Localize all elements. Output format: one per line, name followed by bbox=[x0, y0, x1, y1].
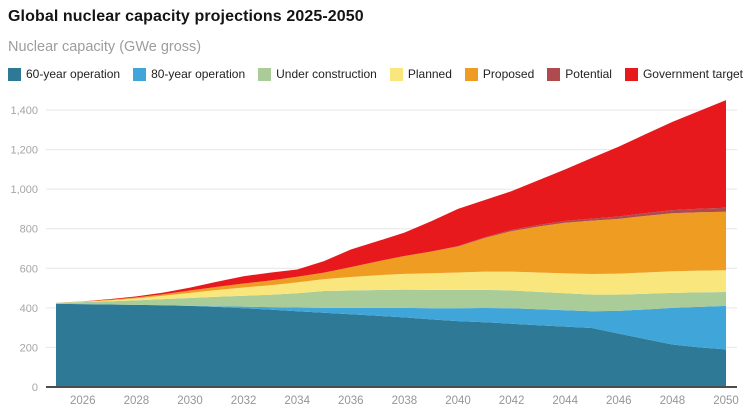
legend-item-proposed: Proposed bbox=[464, 67, 535, 81]
y-tick-label-400: 400 bbox=[20, 303, 38, 315]
x-tick-label-2048: 2048 bbox=[660, 395, 686, 407]
chart-subtitle: Nuclear capacity (GWe gross) bbox=[8, 39, 202, 55]
legend-swatch-proposed bbox=[464, 67, 478, 81]
legend-item-80-year-operation: 80-year operation bbox=[133, 67, 245, 81]
legend-label: Under construction bbox=[276, 67, 377, 81]
y-tick-label-1200: 1,200 bbox=[10, 145, 38, 157]
x-tick-label-2046: 2046 bbox=[606, 395, 632, 407]
area-80-year-operation bbox=[56, 303, 726, 350]
y-tick-label-1400: 1,400 bbox=[10, 105, 38, 117]
legend-swatch-80-year-operation bbox=[133, 67, 147, 81]
series-areas bbox=[56, 100, 726, 387]
legend-item-potential: Potential bbox=[547, 67, 612, 81]
area-proposed bbox=[56, 211, 726, 303]
legend-item-under-construction: Under construction bbox=[258, 67, 377, 81]
legend-swatch-under-construction bbox=[258, 67, 272, 81]
x-tick-label-2026: 2026 bbox=[70, 395, 96, 407]
y-tick-label-600: 600 bbox=[20, 263, 38, 275]
area-government-target bbox=[56, 100, 726, 303]
legend-label: Planned bbox=[407, 67, 452, 81]
legend-swatch-60-year-operation bbox=[8, 67, 21, 81]
legend: 60-year operation 80-year operation Under … bbox=[8, 67, 745, 81]
area-under-construction bbox=[56, 289, 726, 312]
legend-swatch-government-target bbox=[624, 67, 638, 81]
legend-label: Potential bbox=[565, 67, 612, 81]
area-60-year-operation bbox=[56, 303, 726, 387]
y-tick-label-1000: 1,000 bbox=[10, 184, 38, 196]
stacked-area-chart: 0 200 400 600 800 1,000 1,200 1,400 2026 2028 2030… bbox=[10, 100, 739, 407]
x-tick-label-2040: 2040 bbox=[445, 395, 471, 407]
area-planned bbox=[56, 270, 726, 303]
legend-item-planned: Planned bbox=[389, 67, 452, 81]
x-tick-label-2034: 2034 bbox=[284, 395, 310, 407]
x-tick-label-2030: 2030 bbox=[177, 395, 203, 407]
legend-swatch-planned bbox=[389, 67, 403, 81]
xaxis-labels: 2026 2028 2030 2032 2034 2036 2038 2040 2042 2044… bbox=[70, 395, 739, 407]
plot-area: 0 200 400 600 800 1,000 1,200 1,400 2026 2028 2030… bbox=[0, 95, 747, 420]
x-tick-label-2032: 2032 bbox=[231, 395, 257, 407]
x-tick-label-2044: 2044 bbox=[552, 395, 578, 407]
legend-label: 60-year operation bbox=[26, 67, 121, 81]
legend-label: 80-year operation bbox=[151, 67, 246, 81]
x-tick-label-2042: 2042 bbox=[499, 395, 525, 407]
legend-item-government-target: Government target bbox=[624, 67, 744, 81]
x-tick-label-2028: 2028 bbox=[124, 395, 150, 407]
y-tick-label-200: 200 bbox=[20, 342, 38, 354]
x-tick-label-2050: 2050 bbox=[713, 395, 739, 407]
legend-item-60-year-operation: 60-year operation bbox=[8, 67, 120, 81]
legend-label: Proposed bbox=[482, 67, 535, 81]
legend-label: Government target bbox=[642, 67, 744, 81]
y-tick-label-800: 800 bbox=[20, 224, 38, 236]
x-tick-label-2036: 2036 bbox=[338, 395, 364, 407]
legend-swatch-potential bbox=[547, 67, 561, 81]
chart-title: Global nuclear capacity projections 2025… bbox=[8, 8, 364, 25]
y-tick-label-0: 0 bbox=[32, 382, 38, 394]
x-tick-label-2038: 2038 bbox=[392, 395, 418, 407]
